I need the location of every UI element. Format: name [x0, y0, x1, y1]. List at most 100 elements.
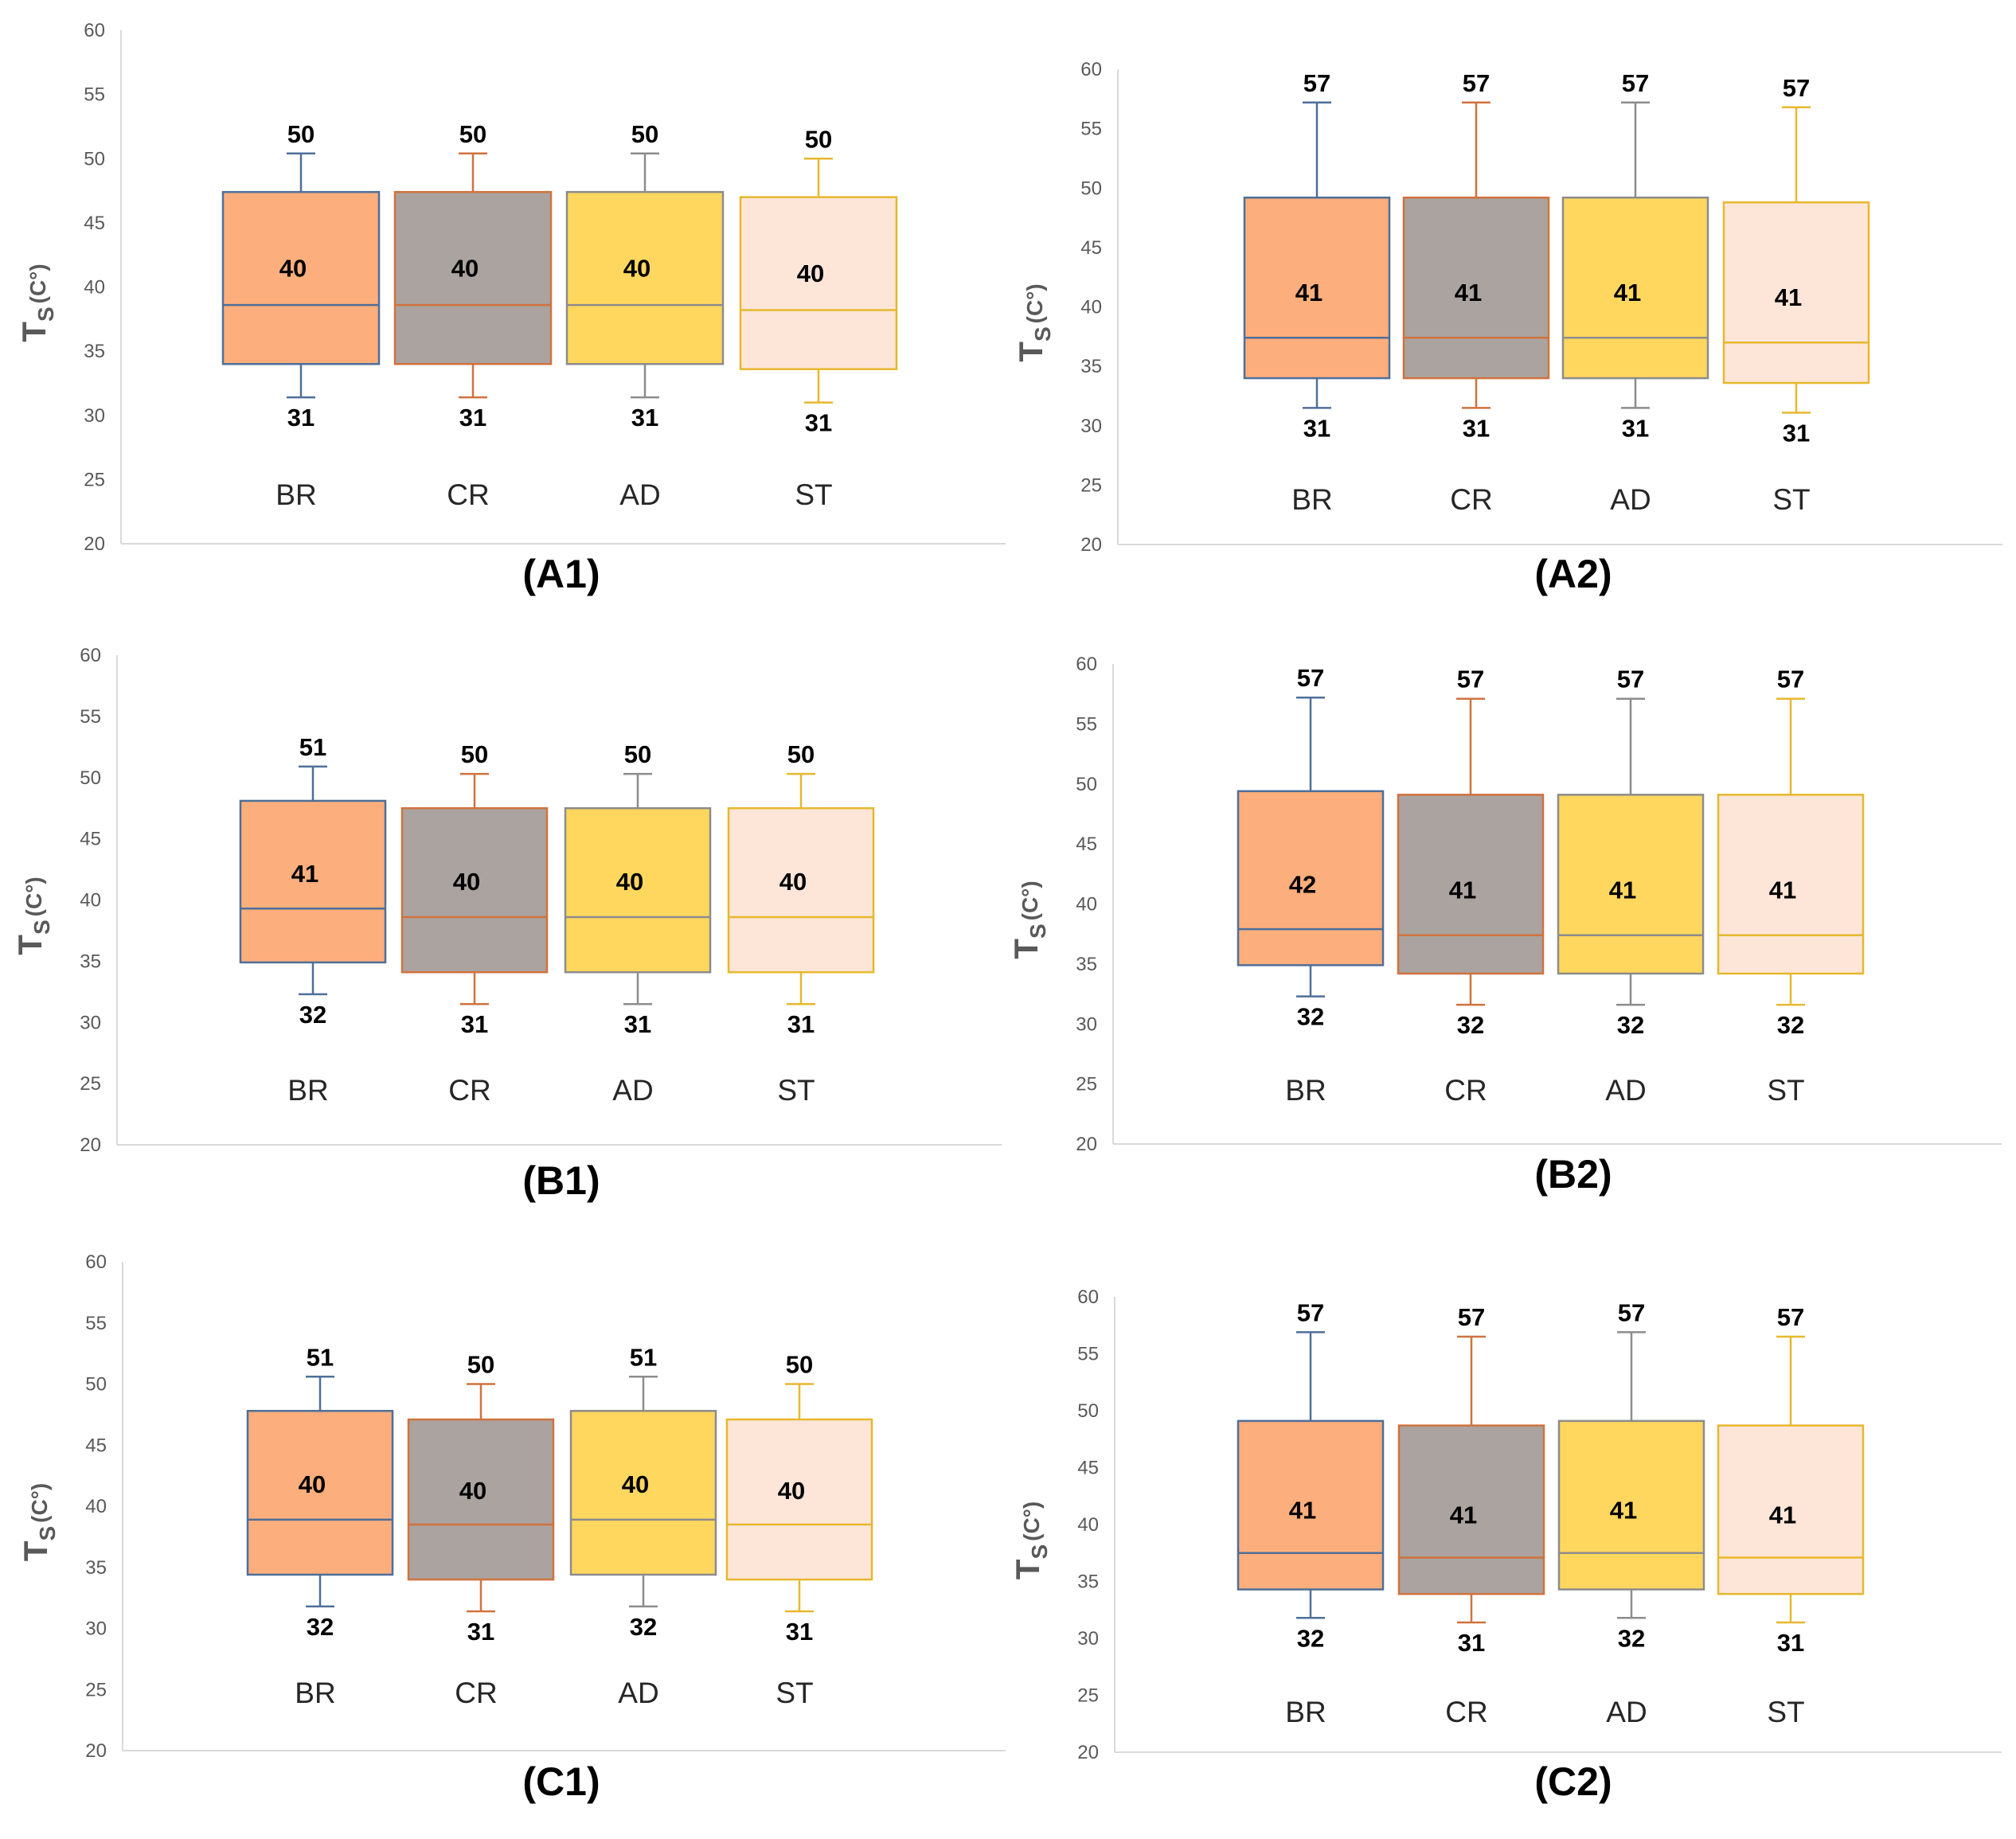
box-rect [1722, 201, 1870, 385]
box-cr: 50 40 31 CR [393, 120, 553, 511]
label-mean: 40 [779, 868, 807, 896]
label-max: 57 [1297, 664, 1324, 692]
label-mean: 41 [1769, 1501, 1796, 1529]
y-tick-label: 40 [1080, 297, 1102, 318]
y-tick-label: 55 [85, 1313, 107, 1334]
y-tick-label: 40 [1076, 894, 1097, 916]
y-tick-label: 30 [85, 1618, 107, 1640]
y-tick-label: 60 [1080, 59, 1102, 80]
y-tick-label: 45 [1080, 237, 1102, 259]
label-max: 57 [1783, 74, 1810, 102]
box-rect [564, 806, 712, 974]
category-label: CR [1450, 483, 1492, 516]
label-max: 51 [630, 1343, 657, 1371]
box-rect [565, 190, 725, 365]
y-tick-label: 40 [84, 277, 105, 299]
panel-label: (A1) [522, 552, 600, 596]
box-rect [1557, 794, 1705, 975]
y-tick-label: 20 [1077, 1742, 1099, 1763]
box-br: 57 41 32 BR [1237, 1298, 1385, 1728]
y-tick-label: 30 [1076, 1013, 1097, 1035]
panel-label: (B1) [522, 1158, 600, 1203]
category-label: AD [619, 478, 660, 511]
label-min: 32 [630, 1613, 657, 1641]
y-tick-label: 30 [1077, 1628, 1099, 1650]
y-axis-label: TS(C°) [17, 1483, 60, 1561]
box-br: 57 42 32 BR [1237, 664, 1385, 1107]
label-max: 50 [287, 120, 315, 148]
category-label: CR [455, 1677, 497, 1709]
label-mean: 40 [797, 260, 824, 287]
label-mean: 40 [778, 1477, 805, 1505]
box-cr: 50 40 31 CR [400, 740, 549, 1107]
y-tick-label: 55 [1077, 1344, 1099, 1365]
label-mean: 41 [1609, 876, 1636, 904]
y-tick-label: 20 [1076, 1134, 1097, 1155]
label-min: 31 [459, 404, 486, 431]
y-tick-label: 20 [80, 1134, 101, 1156]
box-rect [393, 190, 553, 365]
box-cr: 50 40 31 CR [407, 1351, 555, 1709]
box-rect [1717, 794, 1865, 975]
y-tick-label: 20 [85, 1740, 107, 1762]
y-tick-label: 20 [1080, 534, 1102, 556]
label-max: 50 [461, 740, 488, 768]
label-min: 31 [805, 409, 832, 437]
box-rect [1402, 196, 1550, 380]
label-mean: 40 [299, 1470, 326, 1498]
label-max: 50 [805, 125, 832, 153]
label-min: 32 [307, 1613, 334, 1641]
category-label: CR [1445, 1696, 1487, 1728]
label-mean: 41 [1295, 279, 1323, 306]
box-rect [725, 1418, 873, 1581]
label-mean: 41 [1455, 279, 1482, 306]
box-rect [1397, 794, 1545, 975]
label-max: 50 [786, 1351, 813, 1379]
y-tick-label: 55 [1080, 119, 1102, 140]
label-mean: 40 [451, 255, 479, 283]
y-tick-label: 60 [1076, 654, 1097, 675]
y-tick-label: 50 [1077, 1400, 1099, 1422]
box-st: 57 41 31 ST [1717, 1303, 1865, 1728]
category-label: ST [795, 478, 832, 511]
box-st: 50 40 31 ST [739, 125, 898, 511]
y-tick-label: 60 [85, 1251, 107, 1273]
box-br: 51 40 32 BR [246, 1343, 394, 1709]
box-rect [239, 799, 387, 964]
label-max: 57 [1297, 1298, 1324, 1326]
y-tick-label: 60 [80, 645, 101, 666]
y-tick-label: 50 [80, 767, 101, 789]
box-ad: 50 40 31 AD [565, 120, 725, 511]
label-mean: 41 [1289, 1497, 1316, 1525]
box-rect [221, 190, 381, 365]
category-label: ST [1767, 1696, 1804, 1728]
label-mean: 40 [622, 1470, 649, 1498]
box-rect [1237, 790, 1385, 966]
box-rect [1717, 1424, 1865, 1595]
box-ad: 57 41 32 AD [1557, 666, 1705, 1107]
box-rect [1237, 1419, 1385, 1591]
box-rect [1557, 1419, 1705, 1591]
y-tick-label: 30 [1080, 416, 1102, 437]
box-st: 50 40 31 ST [725, 1351, 873, 1709]
y-axis-label: TS(C°) [1009, 1501, 1052, 1579]
label-max: 57 [1622, 69, 1649, 97]
box-rect [1397, 1424, 1545, 1595]
label-mean: 42 [1289, 871, 1316, 899]
category-label: CR [448, 1074, 490, 1107]
y-tick-label: 50 [1076, 774, 1097, 795]
category-label: ST [776, 1677, 813, 1709]
category-label: AD [1606, 1696, 1647, 1728]
boxplot-panel-b1: 20 25 30 35 40 45 50 55 60 TS(C°) 51 41 32 BR 50 40 31 CR… [11, 645, 1002, 1203]
y-tick-label: 25 [1080, 474, 1102, 496]
label-mean: 40 [459, 1477, 486, 1505]
category-label: ST [1772, 483, 1810, 516]
category-label: AD [618, 1677, 658, 1709]
category-label: CR [447, 478, 489, 511]
box-rect [1243, 196, 1391, 380]
box-br: 50 40 31 BR [221, 120, 381, 511]
box-st: 57 41 31 ST [1722, 74, 1870, 516]
y-tick-label: 35 [80, 951, 101, 972]
y-tick-label: 45 [85, 1435, 107, 1456]
label-mean: 41 [1769, 876, 1796, 904]
